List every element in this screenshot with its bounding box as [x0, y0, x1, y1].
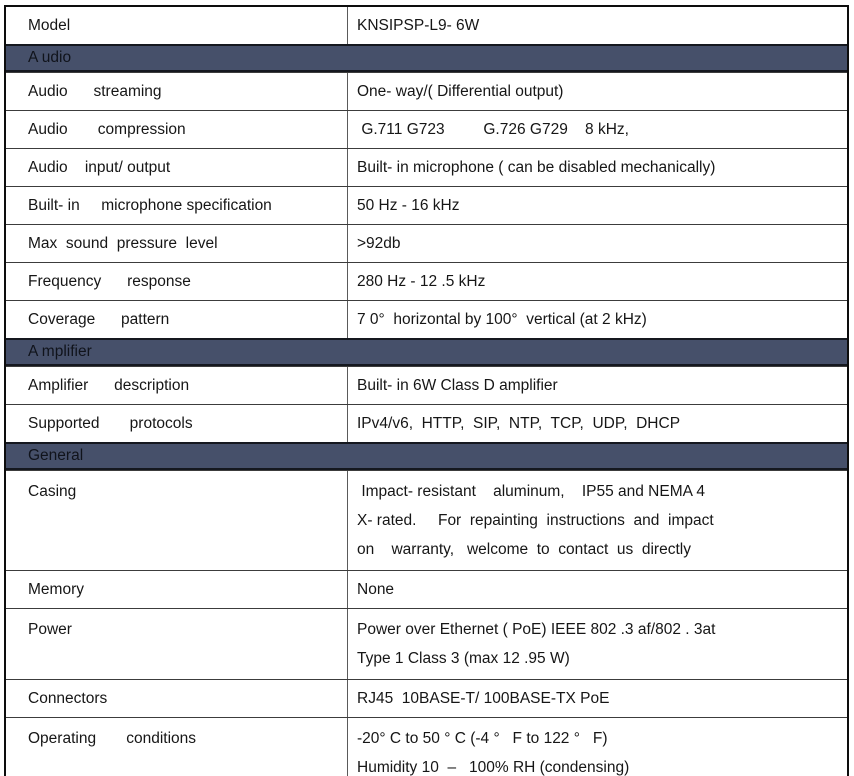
spec-value-cell: None	[347, 571, 847, 608]
spec-value-cell: 50 Hz - 16 kHz	[347, 187, 847, 224]
spec-label: Supported protocols	[28, 415, 193, 432]
spec-value: IPv4/v6, HTTP, SIP, NTP, TCP, UDP, DHCP	[357, 415, 681, 432]
spec-row: Audio input/ output Built- in microphone …	[6, 148, 847, 186]
spec-label: Operating conditions	[28, 730, 197, 747]
spec-value: Impact- resistant aluminum, IP55 and NEM…	[357, 483, 714, 558]
spec-label-cell: Coverage pattern	[6, 301, 347, 338]
spec-label: Amplifier description	[28, 377, 190, 394]
spec-label-cell: Operating conditions	[6, 718, 347, 776]
spec-value-cell: 7 0° horizontal by 100° vertical (at 2 k…	[347, 301, 847, 338]
spec-label: Audio compression	[28, 121, 186, 138]
spec-row: Frequency response 280 Hz - 12 .5 kHz	[6, 262, 847, 300]
spec-label: Built- in microphone specification	[28, 197, 272, 214]
spec-label-cell: Supported protocols	[6, 405, 347, 442]
spec-label: Connectors	[28, 690, 108, 707]
spec-value: -20° C to 50 ° C (-4 ° F to 122 ° F) Hum…	[357, 730, 630, 776]
spec-row: Built- in microphone specification 50 Hz …	[6, 186, 847, 224]
spec-value-cell: Built- in microphone ( can be disabled m…	[347, 149, 847, 186]
spec-value-cell: >92db	[347, 225, 847, 262]
spec-value: One- way/( Differential output)	[357, 83, 564, 100]
spec-label-cell: Frequency response	[6, 263, 347, 300]
spec-value: 50 Hz - 16 kHz	[357, 197, 460, 214]
spec-label-cell: Memory	[6, 571, 347, 608]
spec-label-cell: Built- in microphone specification	[6, 187, 347, 224]
spec-row: Connectors RJ45 10BASE-T/ 100BASE-TX PoE	[6, 679, 847, 717]
spec-value: 7 0° horizontal by 100° vertical (at 2 k…	[357, 311, 647, 328]
spec-row: Memory None	[6, 570, 847, 608]
spec-row: Supported protocols IPv4/v6, HTTP, SIP, N…	[6, 404, 847, 442]
spec-label-cell: Audio input/ output	[6, 149, 347, 186]
spec-row: Model KNSIPSP-L9- 6W	[6, 7, 847, 44]
spec-label: Power	[28, 621, 72, 638]
spec-row: Audio compression G.711 G723 G.726 G729 …	[6, 110, 847, 148]
spec-label-cell: Audio streaming	[6, 73, 347, 110]
spec-row: Audio streaming One- way/( Differential o…	[6, 72, 847, 110]
spec-value: 280 Hz - 12 .5 kHz	[357, 273, 486, 290]
spec-row: Operating conditions -20° C to 50 ° C (-4…	[6, 717, 847, 776]
spec-value: >92db	[357, 235, 401, 252]
section-header-row: A mplifier	[6, 338, 847, 366]
spec-value-cell: G.711 G723 G.726 G729 8 kHz,	[347, 111, 847, 148]
spec-row: Power Power over Ethernet ( PoE) IEEE 802…	[6, 608, 847, 679]
spec-label-cell: Power	[6, 609, 347, 679]
spec-label: Coverage pattern	[28, 311, 170, 328]
spec-value-cell: KNSIPSP-L9- 6W	[347, 7, 847, 44]
spec-label: Max sound pressure level	[28, 235, 218, 252]
spec-label: Frequency response	[28, 273, 191, 290]
spec-label-cell: Connectors	[6, 680, 347, 717]
spec-value-cell: IPv4/v6, HTTP, SIP, NTP, TCP, UDP, DHCP	[347, 405, 847, 442]
spec-row: Max sound pressure level >92db	[6, 224, 847, 262]
spec-row: Amplifier description Built- in 6W Class …	[6, 366, 847, 404]
spec-value-cell: RJ45 10BASE-T/ 100BASE-TX PoE	[347, 680, 847, 717]
spec-value: Built- in 6W Class D amplifier	[357, 377, 558, 394]
spec-row: Coverage pattern 7 0° horizontal by 100° …	[6, 300, 847, 338]
spec-value: G.711 G723 G.726 G729 8 kHz,	[357, 121, 629, 138]
section-title: A udio	[28, 49, 72, 66]
section-header-row: A udio	[6, 44, 847, 72]
spec-label-cell: Model	[6, 7, 347, 44]
spec-label-cell: Casing	[6, 471, 347, 570]
spec-row: Casing Impact- resistant aluminum, IP55 …	[6, 470, 847, 570]
spec-value: RJ45 10BASE-T/ 100BASE-TX PoE	[357, 690, 610, 707]
spec-value-cell: -20° C to 50 ° C (-4 ° F to 122 ° F) Hum…	[347, 718, 847, 776]
spec-value-cell: One- way/( Differential output)	[347, 73, 847, 110]
spec-value-cell: Built- in 6W Class D amplifier	[347, 367, 847, 404]
spec-label-cell: Max sound pressure level	[6, 225, 347, 262]
spec-label: Memory	[28, 581, 84, 598]
spec-value: None	[357, 581, 395, 598]
spec-label: Audio streaming	[28, 83, 162, 100]
spec-label: Model	[28, 17, 71, 34]
spec-value: KNSIPSP-L9- 6W	[357, 17, 480, 34]
spec-label-cell: Amplifier description	[6, 367, 347, 404]
spec-value: Built- in microphone ( can be disabled m…	[357, 159, 716, 176]
section-title: General	[28, 447, 84, 464]
spec-label: Audio input/ output	[28, 159, 171, 176]
section-header-row: General	[6, 442, 847, 470]
spec-value-cell: Impact- resistant aluminum, IP55 and NEM…	[347, 471, 847, 570]
spec-table: Model KNSIPSP-L9- 6W A udio Audio streaming…	[4, 5, 849, 776]
section-title: A mplifier	[28, 343, 92, 360]
spec-label-cell: Audio compression	[6, 111, 347, 148]
spec-label: Casing	[28, 483, 77, 500]
spec-value-cell: 280 Hz - 12 .5 kHz	[347, 263, 847, 300]
spec-value: Power over Ethernet ( PoE) IEEE 802 .3 a…	[357, 621, 716, 667]
spec-value-cell: Power over Ethernet ( PoE) IEEE 802 .3 a…	[347, 609, 847, 679]
